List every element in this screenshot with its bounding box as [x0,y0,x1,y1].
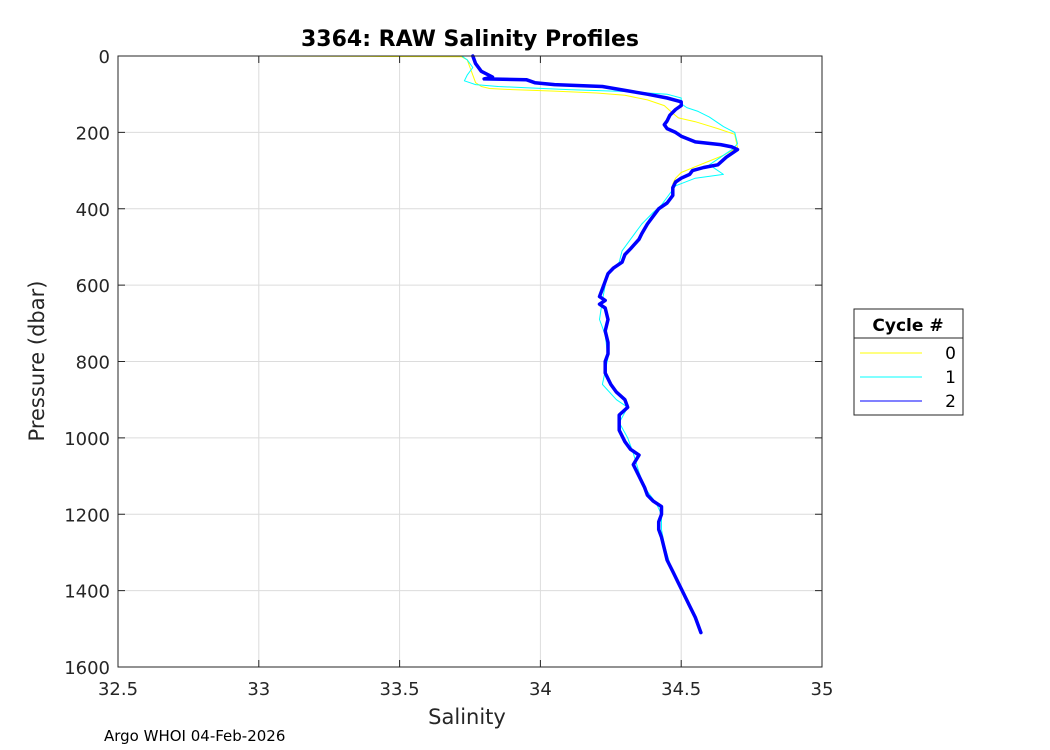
y-tick-label: 400 [76,200,110,221]
legend: Cycle # 0 1 2 [853,308,964,416]
series-line-cycle-0 [154,55,738,185]
x-axis-label: Salinity [428,705,506,729]
x-tick-label: 33.5 [380,679,420,700]
x-tick-label: 35 [811,679,834,700]
series-layer [154,54,740,635]
x-tick-label: 32.5 [98,679,138,700]
y-tick-label: 600 [76,276,110,297]
x-tick-label: 34.5 [661,679,701,700]
y-axis-label: Pressure (dbar) [25,281,49,442]
legend-title: Cycle # [872,316,943,336]
y-tick-label: 800 [76,353,110,374]
axis-ticks: 32.5 33 33.5 34 34.5 35 0 200 400 600 800 1000 1200 1… [64,47,833,700]
x-tick-label: 33 [247,679,270,700]
y-tick-label: 1200 [64,505,110,526]
legend-label-cycle-1: 1 [945,368,956,388]
x-tick-label: 34 [529,679,552,700]
legend-items: 0 1 2 [860,344,956,412]
footer-credit: Argo WHOI 04-Feb-2026 [104,727,285,745]
series-line-cycle-2 [471,54,740,635]
chart-title: 3364: RAW Salinity Profiles [301,27,639,52]
y-tick-label: 0 [99,47,110,68]
legend-label-cycle-0: 0 [945,344,956,364]
y-tick-label: 1000 [64,429,110,450]
legend-label-cycle-2: 2 [945,392,956,412]
y-tick-label: 200 [76,123,110,144]
y-tick-label: 1600 [64,658,110,679]
legend-box [853,308,964,416]
y-tick-label: 1400 [64,582,110,603]
